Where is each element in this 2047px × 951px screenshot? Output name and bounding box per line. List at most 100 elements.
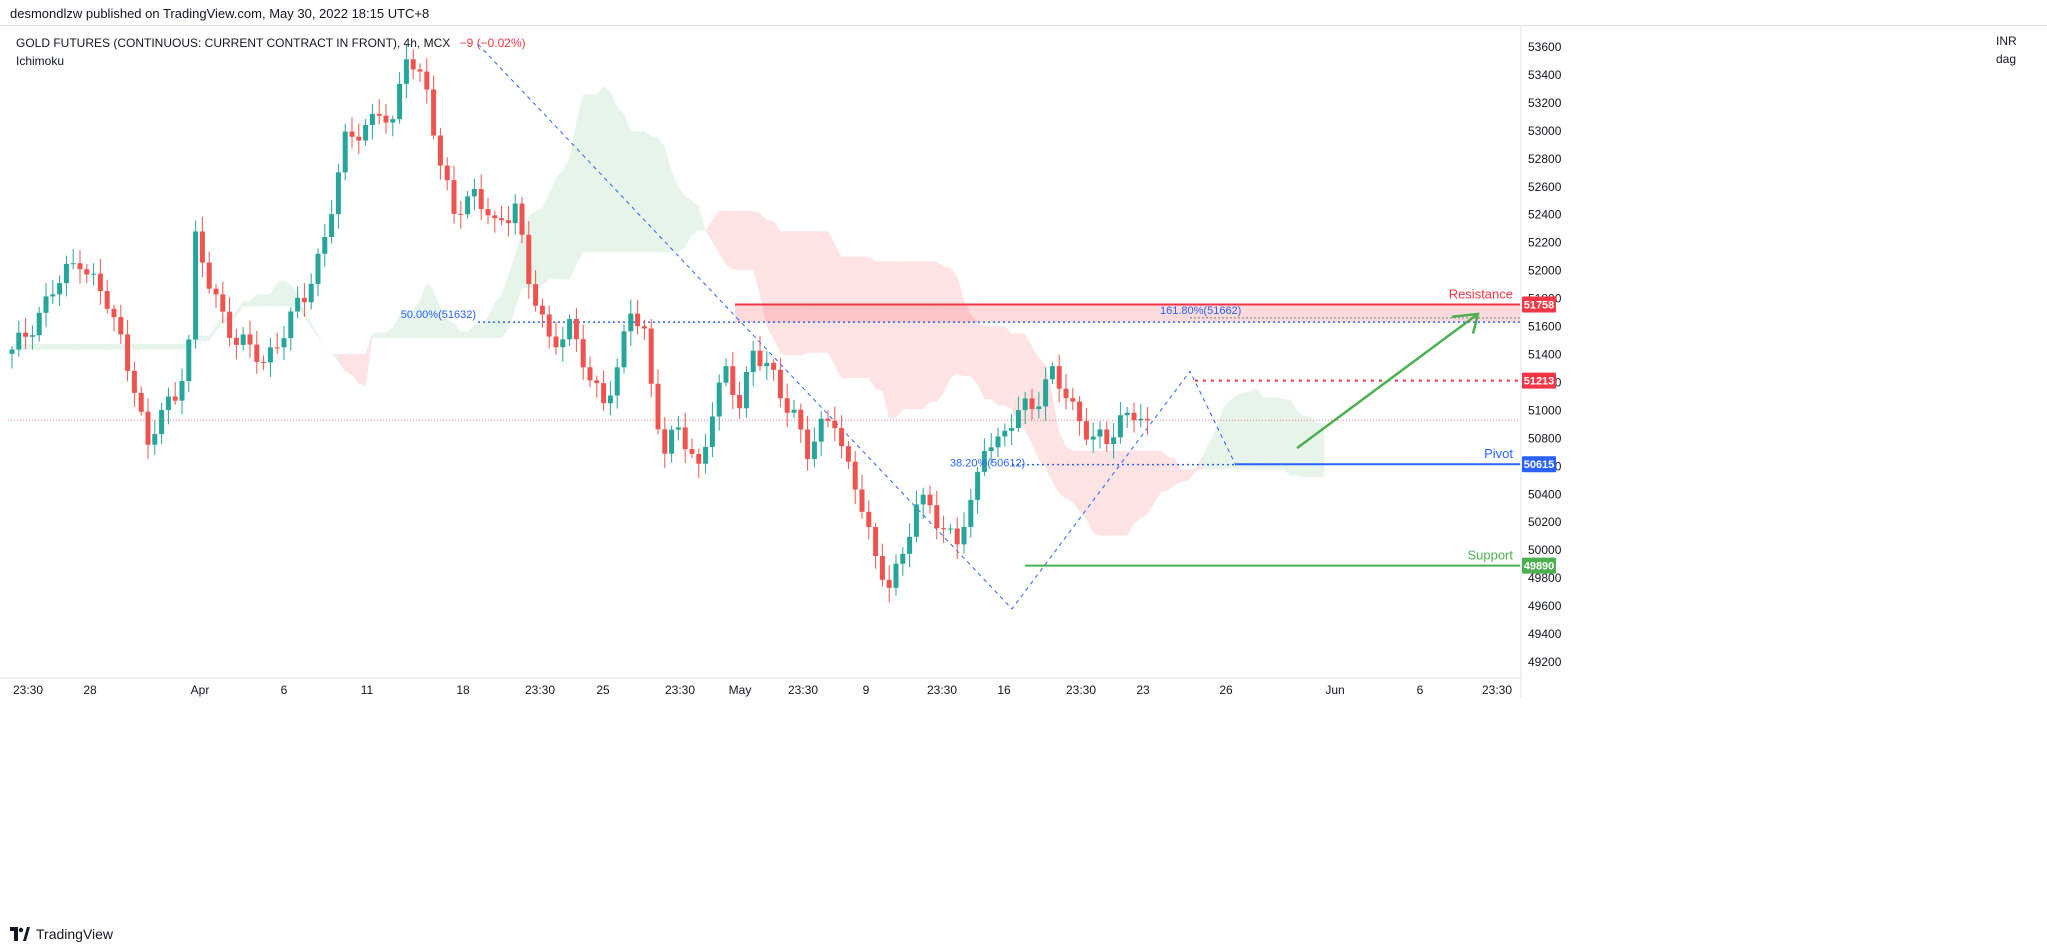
cloud-segment bbox=[1120, 450, 1128, 536]
cloud-segment bbox=[413, 300, 420, 339]
candle-body bbox=[696, 453, 702, 464]
cloud-segment bbox=[1038, 357, 1046, 468]
price-tick: 53600 bbox=[1528, 40, 1562, 54]
candle-body bbox=[335, 172, 341, 215]
indicator-ichimoku[interactable]: Ichimoku bbox=[16, 54, 65, 68]
candle-body bbox=[315, 253, 321, 284]
price-tick: 51600 bbox=[1528, 320, 1562, 334]
candle-body bbox=[57, 283, 63, 295]
cloud-segment bbox=[1134, 450, 1141, 524]
tradingview-logo[interactable]: TradingView bbox=[10, 926, 113, 942]
candle-body bbox=[1022, 398, 1028, 411]
candle-body bbox=[451, 180, 457, 214]
cloud-segment bbox=[998, 326, 1005, 406]
cloud-segment bbox=[440, 306, 448, 339]
cloud-segment bbox=[834, 244, 842, 379]
time-tick: 26 bbox=[1219, 683, 1233, 697]
time-tick: Jun bbox=[1325, 683, 1344, 697]
annotations: Resistance Pivot Support 50.00%(51632) 161.8… bbox=[401, 286, 1514, 562]
candle-body bbox=[505, 220, 511, 224]
cloud-segment bbox=[1113, 450, 1121, 536]
cloud-segment bbox=[1310, 417, 1318, 477]
candle-body bbox=[437, 135, 443, 166]
candle-body bbox=[369, 113, 375, 125]
cloud-segment bbox=[256, 294, 264, 307]
time-tick: 23 bbox=[1136, 683, 1150, 697]
cloud-segment bbox=[590, 94, 597, 253]
cloud-segment bbox=[175, 344, 182, 350]
cloud-segment bbox=[923, 261, 930, 410]
candle-body bbox=[342, 131, 348, 173]
time-tick: 23:30 bbox=[665, 683, 695, 697]
candle-body bbox=[1104, 429, 1110, 444]
cloud-segment bbox=[930, 261, 937, 402]
candle-body bbox=[118, 317, 124, 335]
cloud-segment bbox=[154, 344, 162, 350]
candle-body bbox=[580, 339, 586, 368]
cloud-segment bbox=[644, 131, 652, 253]
cloud-segment bbox=[1215, 409, 1223, 470]
candle-body bbox=[873, 527, 879, 557]
price-tick: 52600 bbox=[1528, 180, 1562, 194]
cloud-segment bbox=[32, 344, 40, 350]
cloud-segment bbox=[236, 301, 244, 317]
candle-body bbox=[682, 427, 688, 450]
candle-body bbox=[777, 369, 783, 399]
candle-body bbox=[601, 383, 607, 404]
resistance-zone bbox=[735, 304, 1520, 323]
time-tick: 6 bbox=[281, 683, 288, 697]
candle-body bbox=[927, 494, 933, 506]
candle-body bbox=[791, 409, 797, 413]
candle-body bbox=[539, 305, 545, 315]
price-chart[interactable]: Resistance Pivot Support 50.00%(51632) 161.8… bbox=[0, 26, 2047, 920]
candle-body bbox=[424, 71, 430, 90]
candle-body bbox=[274, 347, 280, 349]
cloud-segment bbox=[59, 344, 67, 350]
level-tag bbox=[1522, 456, 1556, 473]
cloud-segment bbox=[1011, 333, 1019, 424]
candle-body bbox=[750, 350, 756, 373]
symbol-title[interactable]: GOLD FUTURES (CONTINUOUS: CURRENT CONTRA… bbox=[16, 36, 451, 50]
cloud-segment bbox=[1066, 446, 1073, 503]
candle-body bbox=[159, 410, 165, 435]
candle-body bbox=[50, 294, 56, 297]
cloud-segment bbox=[73, 344, 80, 350]
fib-38-label: 38.20%(50612) bbox=[950, 458, 1025, 470]
cloud-segment bbox=[535, 207, 543, 289]
time-tick: 23:30 bbox=[1482, 683, 1512, 697]
cloud-segment bbox=[678, 187, 686, 253]
candle-body bbox=[975, 471, 981, 500]
cloud-segment bbox=[1290, 399, 1298, 476]
level-tag-label: 51758 bbox=[1524, 299, 1555, 311]
candle-body bbox=[771, 362, 777, 370]
price-tick: 49400 bbox=[1528, 627, 1562, 641]
cloud-segment bbox=[1188, 469, 1196, 481]
candle-body bbox=[1043, 379, 1049, 407]
cloud-segment bbox=[52, 344, 60, 350]
cloud-segment bbox=[583, 94, 590, 253]
cloud-segment bbox=[209, 325, 216, 342]
candle-body bbox=[764, 362, 770, 367]
cloud-segment bbox=[372, 332, 380, 339]
cloud-segment bbox=[950, 267, 958, 379]
candle-body bbox=[1145, 418, 1151, 421]
candle-body bbox=[220, 294, 226, 312]
cloud-segment bbox=[542, 193, 550, 285]
candle-body bbox=[900, 553, 906, 564]
candle-body bbox=[839, 428, 845, 447]
candle-body bbox=[730, 366, 736, 396]
cloud-segment bbox=[1032, 346, 1039, 460]
cloud-segment bbox=[821, 231, 828, 353]
candle-body bbox=[553, 336, 559, 348]
candle-body bbox=[233, 337, 239, 345]
candle-body bbox=[329, 214, 335, 238]
candle-body bbox=[621, 331, 627, 368]
candle-body bbox=[186, 339, 192, 382]
price-tick: 49200 bbox=[1528, 655, 1562, 669]
cloud-segment bbox=[916, 261, 924, 410]
cloud-segment bbox=[134, 344, 142, 350]
candle-body bbox=[1097, 429, 1103, 437]
candle-body bbox=[798, 409, 804, 430]
candle-body bbox=[254, 344, 260, 362]
cloud-segment bbox=[1161, 450, 1168, 493]
